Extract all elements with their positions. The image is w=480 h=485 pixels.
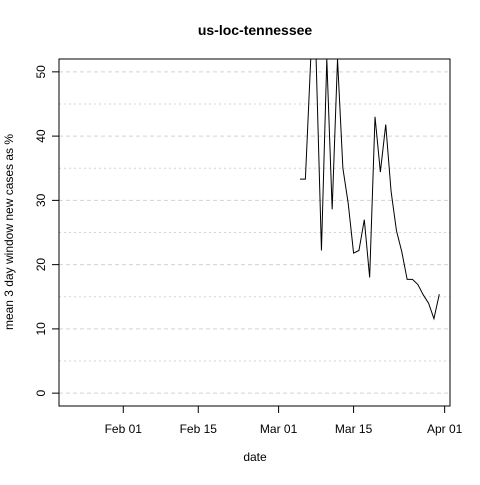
y-tick-label: 20 [34, 258, 48, 272]
chart-title: us-loc-tennessee [198, 22, 313, 38]
x-tick-label: Feb 01 [105, 422, 143, 436]
x-axis: Feb 01 Feb 15 Mar 01 Mar 15 Apr 01 [105, 405, 463, 436]
x-tick-label: Feb 15 [180, 422, 218, 436]
y-tick-label: 40 [34, 129, 48, 143]
y-tick-label: 0 [34, 389, 48, 396]
x-axis-label: date [243, 450, 267, 464]
x-tick-label: Apr 01 [427, 422, 463, 436]
series-line [300, 59, 440, 321]
x-tick-label: Mar 01 [260, 422, 298, 436]
grid-lines [59, 71, 450, 394]
y-tick-label: 30 [34, 193, 48, 207]
y-tick-label: 10 [34, 322, 48, 336]
y-axis: 0 10 20 30 40 50 [34, 65, 59, 396]
x-tick-label: Mar 15 [335, 422, 373, 436]
y-axis-label: mean 3 day window new cases as % [2, 134, 16, 330]
series-layer [300, 59, 440, 321]
y-tick-label: 50 [34, 65, 48, 79]
